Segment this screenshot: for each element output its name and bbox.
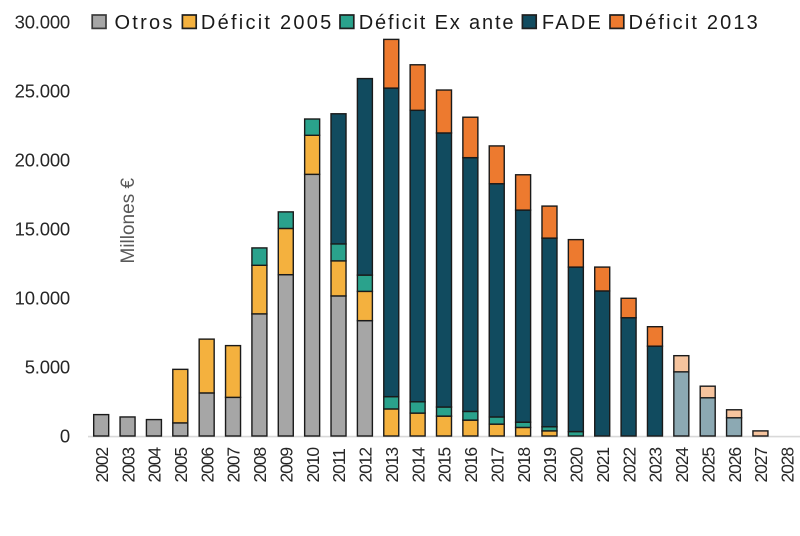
svg-text:10.000: 10.000 [15,288,70,309]
svg-text:Déficit 2005: Déficit 2005 [201,12,334,34]
svg-text:2022: 2022 [619,448,639,483]
svg-text:2027: 2027 [751,448,771,483]
svg-text:2012: 2012 [356,448,376,483]
svg-text:30.000: 30.000 [15,12,70,33]
svg-text:2006: 2006 [197,448,217,483]
svg-text:Déficit 2013: Déficit 2013 [629,12,760,34]
svg-text:20.000: 20.000 [15,150,70,171]
svg-text:15.000: 15.000 [15,219,70,240]
svg-text:2004: 2004 [145,447,165,483]
svg-text:2010: 2010 [303,447,323,483]
svg-text:2015: 2015 [435,448,455,483]
svg-text:Déficit Ex ante: Déficit Ex ante [359,12,516,34]
svg-text:2011: 2011 [329,449,349,483]
svg-text:2021: 2021 [593,448,613,483]
svg-text:2024: 2024 [672,447,692,483]
svg-text:FADE: FADE [542,12,603,34]
svg-text:2005: 2005 [171,448,191,483]
svg-text:2014: 2014 [408,447,428,483]
svg-text:2020: 2020 [567,447,587,483]
svg-text:2019: 2019 [540,448,560,483]
svg-text:2013: 2013 [382,448,402,483]
svg-text:2018: 2018 [514,448,534,483]
svg-text:2003: 2003 [118,448,138,483]
svg-text:0: 0 [60,426,70,447]
svg-text:2023: 2023 [646,448,666,483]
svg-text:2025: 2025 [698,448,718,483]
svg-text:Otros: Otros [115,12,175,34]
svg-text:5.000: 5.000 [25,357,70,378]
svg-text:2002: 2002 [92,448,112,483]
svg-text:2017: 2017 [487,448,507,483]
svg-text:2008: 2008 [250,448,270,483]
svg-text:Millones €: Millones € [118,178,139,264]
svg-text:2016: 2016 [461,448,481,483]
svg-text:2026: 2026 [725,448,745,483]
svg-text:2009: 2009 [276,448,296,483]
svg-text:2028: 2028 [778,448,798,483]
svg-text:25.000: 25.000 [15,81,70,102]
svg-text:2007: 2007 [224,448,244,483]
